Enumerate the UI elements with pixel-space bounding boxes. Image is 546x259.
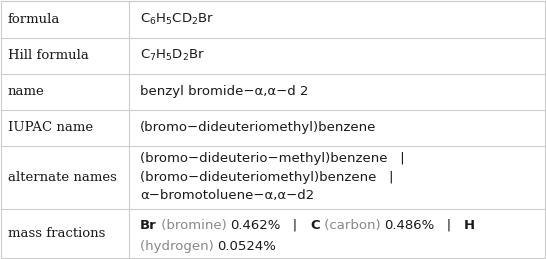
Text: 0.0524%: 0.0524% bbox=[217, 240, 276, 253]
Text: (bromine): (bromine) bbox=[157, 219, 230, 232]
Text: name: name bbox=[8, 85, 45, 98]
Text: alternate names: alternate names bbox=[8, 171, 117, 184]
Text: |: | bbox=[434, 219, 464, 232]
Text: |: | bbox=[280, 219, 310, 232]
Text: benzyl bromide−α,α−d 2: benzyl bromide−α,α−d 2 bbox=[140, 85, 308, 98]
Text: 0.462%: 0.462% bbox=[230, 219, 281, 232]
Text: (bromo−dideuteriomethyl)benzene: (bromo−dideuteriomethyl)benzene bbox=[140, 121, 376, 134]
Text: (hydrogen): (hydrogen) bbox=[140, 240, 218, 253]
Text: H: H bbox=[464, 219, 475, 232]
Text: C: C bbox=[310, 219, 319, 232]
Text: Hill formula: Hill formula bbox=[8, 49, 89, 62]
Text: formula: formula bbox=[8, 13, 60, 26]
Text: (bromo−dideuterio−methyl)benzene   |: (bromo−dideuterio−methyl)benzene | bbox=[140, 153, 405, 166]
Text: IUPAC name: IUPAC name bbox=[8, 121, 93, 134]
Text: C$_6$H$_5$CD$_2$Br: C$_6$H$_5$CD$_2$Br bbox=[140, 12, 215, 27]
Text: α−bromotoluene−α,α−d2: α−bromotoluene−α,α−d2 bbox=[140, 189, 314, 202]
Text: 0.486%: 0.486% bbox=[384, 219, 435, 232]
Text: mass fractions: mass fractions bbox=[8, 227, 105, 240]
Text: (carbon): (carbon) bbox=[319, 219, 384, 232]
Text: (bromo−dideuteriomethyl)benzene   |: (bromo−dideuteriomethyl)benzene | bbox=[140, 171, 394, 184]
Text: C$_7$H$_5$D$_2$Br: C$_7$H$_5$D$_2$Br bbox=[140, 48, 205, 63]
Text: Br: Br bbox=[140, 219, 157, 232]
